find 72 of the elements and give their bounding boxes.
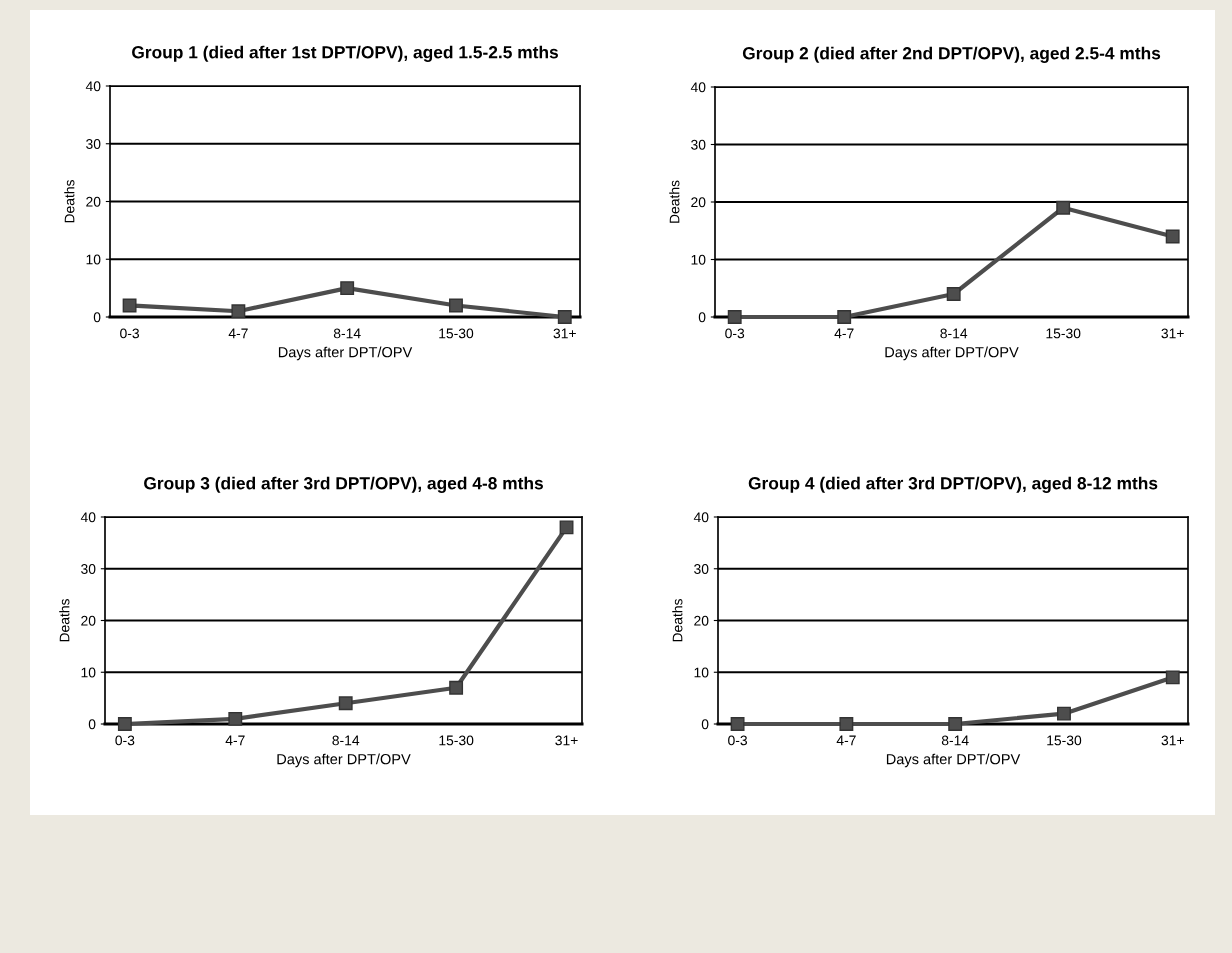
point	[449, 298, 463, 313]
chart-title: Group 3 (died after 3rd DPT/OPV), aged 4-8 mths	[144, 476, 543, 493]
x-tick-label: 15-30	[1047, 735, 1082, 746]
y-tick-label: 0	[698, 312, 706, 323]
point	[1056, 200, 1071, 215]
point	[1165, 670, 1180, 685]
y-tick-label: 10	[81, 667, 96, 678]
y-tick-label: 30	[81, 564, 96, 574]
x-tick-label: 4-7	[834, 328, 854, 339]
point	[338, 696, 353, 711]
point	[228, 711, 243, 726]
x-tick-label: 15-30	[439, 328, 474, 339]
chart-title: Group 1 (died after 1st DPT/OPV), aged 1.5-2.5 mths	[132, 45, 558, 62]
point	[727, 310, 742, 324]
x-tick-label: 0-3	[120, 328, 140, 339]
x-tick-label: 31+	[555, 735, 578, 746]
x-tick-label: 8-14	[940, 328, 968, 339]
y-tick-label: 20	[694, 615, 709, 626]
x-tick-label: 8-14	[332, 735, 360, 746]
chart-title: Group 2 (died after 2nd DPT/OPV), aged 2.5-4 mths	[742, 46, 1161, 63]
x-tick-label: 4-7	[228, 328, 248, 339]
x-tick-label: 31+	[1161, 735, 1184, 746]
point	[340, 281, 355, 296]
y-axis-title: Deaths	[64, 180, 75, 223]
y-tick-label: 20	[81, 615, 96, 626]
x-tick-label: 15-30	[1046, 328, 1081, 339]
point	[231, 304, 246, 319]
point	[559, 520, 574, 535]
y-tick-label: 30	[691, 139, 706, 150]
point	[449, 680, 464, 695]
y-tick-label: 0	[93, 312, 101, 323]
chart-title: Group 4 (died after 3rd DPT/OPV), aged 8-12 mths	[748, 476, 1158, 493]
x-tick-label: 15-30	[439, 735, 474, 746]
point	[557, 310, 572, 324]
x-tick-label: 0-3	[115, 735, 135, 746]
y-tick-label: 10	[691, 254, 706, 265]
y-tick-label: 40	[693, 512, 709, 523]
x-tick-label: 4-7	[836, 735, 856, 746]
point	[117, 717, 132, 731]
y-tick-label: 0	[88, 719, 96, 730]
y-tick-label: 30	[86, 139, 101, 149]
x-axis-title: Days after DPT/OPV	[277, 753, 411, 768]
y-tick-label: 0	[701, 719, 709, 730]
y-axis-title: Deaths	[669, 180, 680, 223]
x-axis-title: Days after DPT/OPV	[278, 346, 413, 361]
y-tick-label: 20	[691, 197, 706, 208]
point	[122, 298, 137, 313]
y-tick-label: 20	[86, 196, 101, 207]
point	[1057, 706, 1071, 721]
x-tick-label: 0-3	[728, 735, 748, 746]
y-tick-label: 40	[690, 82, 706, 93]
y-tick-label: 10	[86, 254, 101, 265]
x-tick-label: 8-14	[333, 328, 361, 339]
point	[730, 717, 745, 731]
point	[839, 717, 854, 731]
point	[837, 310, 852, 324]
x-axis-title: Days after DPT/OPV	[886, 753, 1021, 768]
x-tick-label: 0-3	[725, 328, 745, 339]
x-tick-label: 31+	[553, 328, 576, 339]
point	[946, 287, 961, 301]
x-tick-label: 4-7	[225, 735, 245, 746]
point	[948, 717, 963, 731]
x-tick-label: 31+	[1161, 328, 1184, 339]
x-tick-label: 8-14	[941, 735, 969, 746]
y-tick-label: 30	[694, 564, 709, 574]
y-tick-label: 40	[80, 512, 96, 523]
y-tick-label: 10	[694, 667, 709, 678]
x-axis-title: Days after DPT/OPV	[885, 346, 1019, 361]
y-axis-title: Deaths	[59, 599, 70, 642]
y-axis-title: Deaths	[672, 599, 683, 642]
point	[1165, 229, 1180, 244]
y-tick-label: 40	[85, 81, 101, 92]
